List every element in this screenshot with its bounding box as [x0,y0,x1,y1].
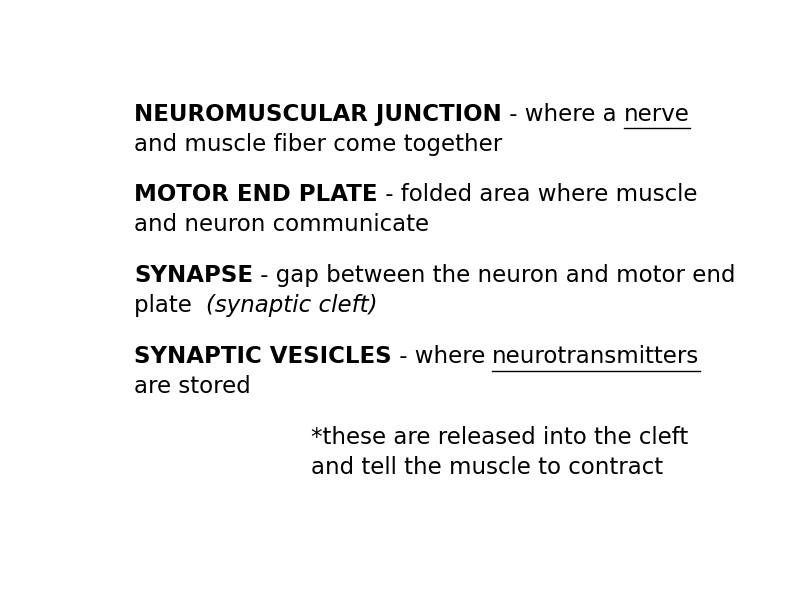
Text: - gap between the neuron and motor end: - gap between the neuron and motor end [253,264,736,287]
Text: and tell the muscle to contract: and tell the muscle to contract [310,456,663,479]
Text: are stored: are stored [134,375,251,398]
Text: and muscle fiber come together: and muscle fiber come together [134,133,502,155]
Text: - where a: - where a [502,103,624,125]
Text: (synaptic cleft): (synaptic cleft) [206,294,378,317]
Text: nerve: nerve [624,103,690,125]
Text: - where: - where [392,345,492,368]
Text: - folded area where muscle: - folded area where muscle [378,184,697,206]
Text: SYNAPTIC VESICLES: SYNAPTIC VESICLES [134,345,392,368]
Text: plate: plate [134,294,206,317]
Text: neurotransmitters: neurotransmitters [492,345,700,368]
Text: SYNAPSE: SYNAPSE [134,264,253,287]
Text: *these are released into the cleft: *these are released into the cleft [310,426,688,449]
Text: MOTOR END PLATE: MOTOR END PLATE [134,184,378,206]
Text: and neuron communicate: and neuron communicate [134,214,430,236]
Text: NEUROMUSCULAR JUNCTION: NEUROMUSCULAR JUNCTION [134,103,502,125]
